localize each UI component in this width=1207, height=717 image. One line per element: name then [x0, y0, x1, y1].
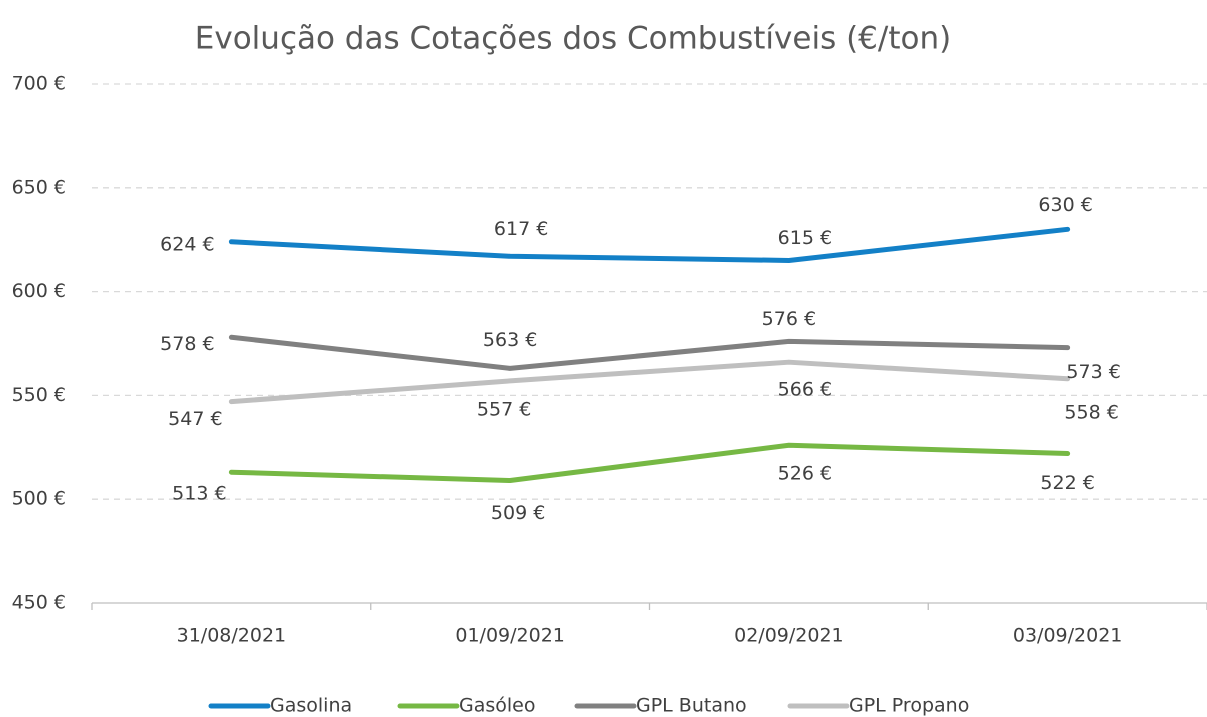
x-tick-label: 01/09/2021: [455, 625, 565, 647]
legend-label: Gasóleo: [459, 695, 535, 717]
data-label: 557 €: [477, 398, 531, 420]
data-label: 617 €: [494, 218, 548, 240]
data-label: 566 €: [778, 379, 832, 401]
data-label: 615 €: [778, 227, 832, 249]
y-tick-label: 550 €: [12, 384, 66, 406]
data-label: 578 €: [160, 333, 214, 355]
y-tick-label: 700 €: [12, 73, 66, 95]
legend-label: Gasolina: [270, 695, 352, 717]
chart-title: Evolução das Cotações dos Combustíveis (…: [195, 21, 951, 57]
series-line: [228, 334, 1071, 371]
data-label: 624 €: [160, 233, 214, 255]
data-label: 513 €: [172, 483, 226, 505]
x-tick-label: 02/09/2021: [734, 625, 844, 647]
data-label: 509 €: [491, 502, 545, 524]
data-label: 573 €: [1066, 361, 1120, 383]
data-label: 630 €: [1038, 194, 1092, 216]
series-line: [228, 359, 1071, 405]
x-tick-label: 31/08/2021: [177, 625, 287, 647]
data-label: 576 €: [762, 308, 816, 330]
y-tick-label: 650 €: [12, 176, 66, 198]
y-tick-label: 500 €: [12, 488, 66, 510]
x-tick-label: 03/09/2021: [1013, 625, 1123, 647]
series-line: [228, 442, 1071, 484]
legend-label: GPL Propano: [849, 695, 969, 717]
series-line: [228, 226, 1071, 263]
data-label: 558 €: [1064, 401, 1118, 423]
data-label: 563 €: [483, 329, 537, 351]
legend-label: GPL Butano: [636, 695, 747, 717]
y-tick-label: 600 €: [12, 280, 66, 302]
data-label: 526 €: [778, 463, 832, 485]
data-label: 522 €: [1040, 472, 1094, 494]
y-tick-label: 450 €: [12, 592, 66, 614]
data-label: 547 €: [168, 408, 222, 430]
